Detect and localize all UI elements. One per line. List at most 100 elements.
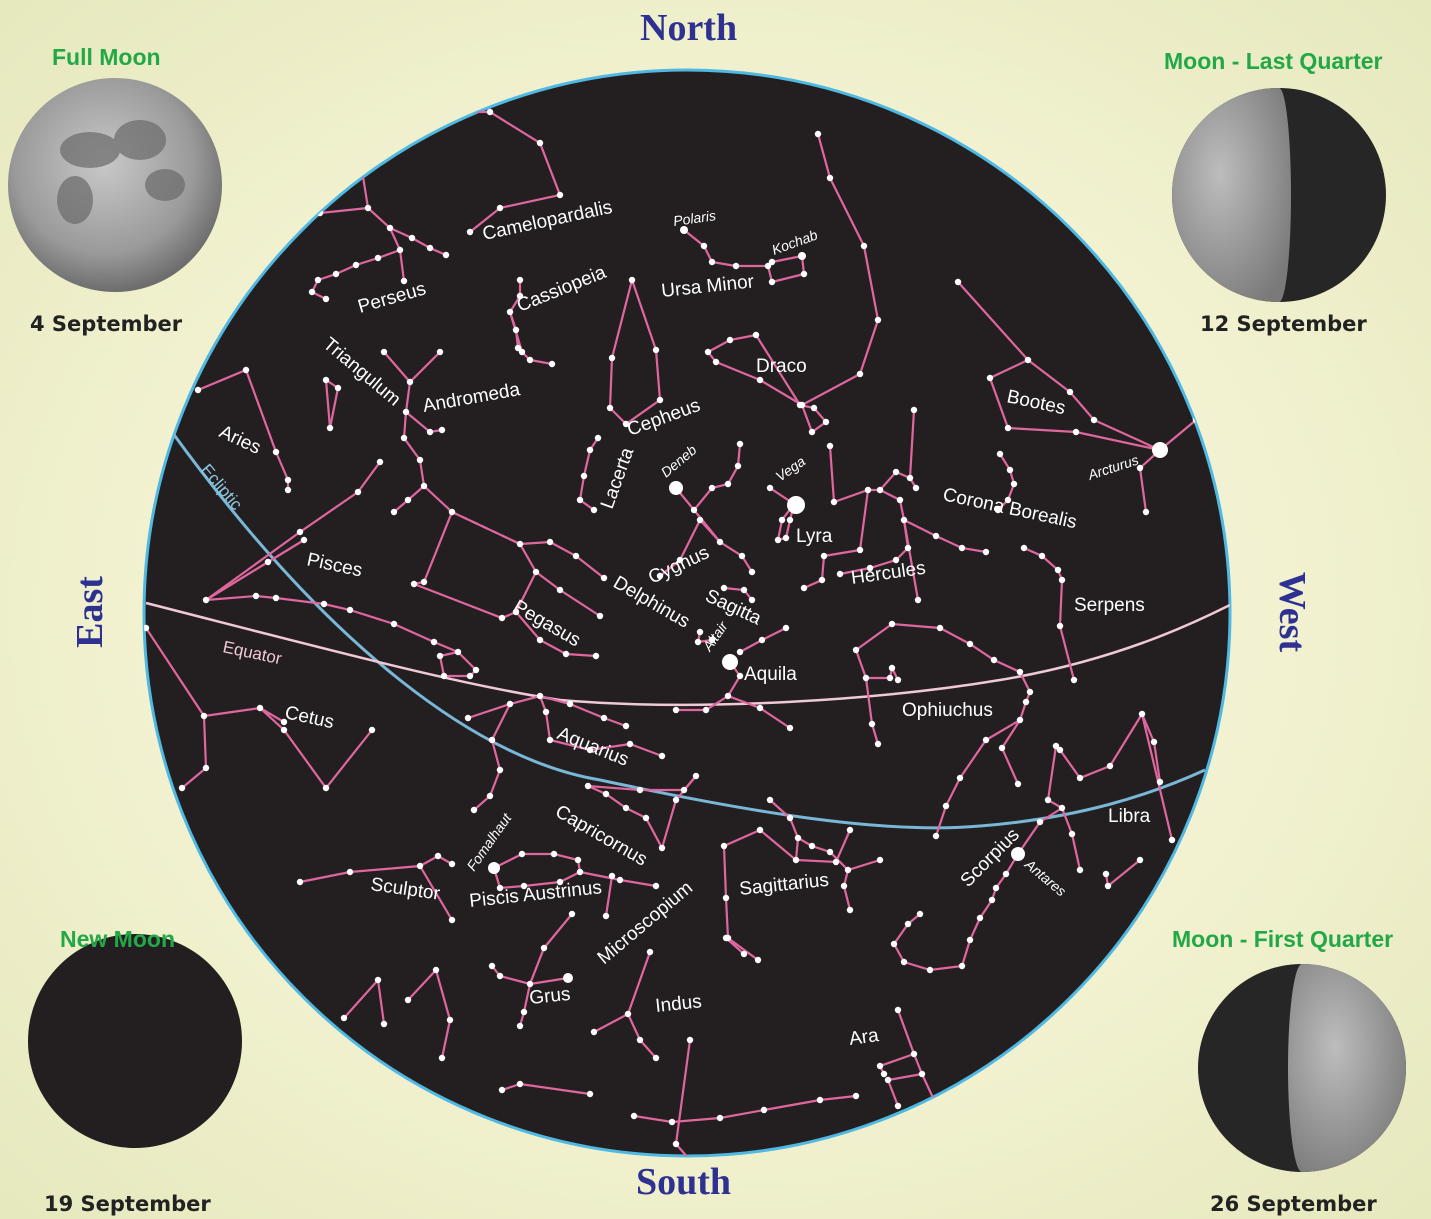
star-dot: [516, 276, 524, 284]
star-dot: [420, 482, 428, 490]
star-dot: [566, 700, 574, 708]
ecliptic-line: [170, 431, 1206, 830]
star-dot: [194, 386, 202, 394]
star-dot: [652, 1054, 660, 1062]
star-dot: [786, 814, 794, 822]
star-dot: [272, 448, 280, 456]
star-dot: [888, 664, 896, 672]
star-dot: [608, 354, 616, 362]
figure-sagittarius: [769, 799, 852, 864]
star-dot: [526, 980, 534, 988]
star-dot: [400, 277, 408, 285]
star-dot: [1104, 882, 1112, 890]
star-dot: [738, 552, 746, 560]
star-dot: [894, 1102, 902, 1110]
star-dot: [1010, 480, 1018, 488]
star-dot: [368, 726, 376, 734]
figure-hercules-2: [879, 470, 917, 491]
star-dot: [1044, 796, 1052, 804]
star-dot: [1070, 676, 1078, 684]
star-altair: [722, 654, 738, 670]
star-dot: [506, 700, 514, 708]
star-dot: [782, 534, 790, 542]
figure-capricornus-2: [587, 775, 697, 792]
star-dot: [590, 1028, 598, 1036]
star-dot: [816, 1096, 824, 1104]
star-dot: [400, 434, 408, 442]
star-dot: [608, 872, 616, 880]
star-dot: [580, 472, 588, 480]
star-dot: [374, 254, 382, 262]
star-dot: [982, 548, 990, 556]
figure-perseus-3: [389, 226, 447, 257]
star-dot: [308, 288, 316, 296]
star-dot: [756, 826, 764, 834]
label-grus: Grus: [528, 984, 571, 1009]
figure-aquarius: [467, 694, 627, 728]
star-dot: [626, 740, 634, 748]
star-dot: [322, 784, 330, 792]
star-dot: [516, 292, 524, 300]
last-quarter-title: Moon - Last Quarter: [1164, 48, 1383, 74]
star-dot: [992, 884, 1000, 892]
star-dot: [906, 474, 914, 482]
star-dot: [722, 934, 730, 942]
star-dot: [786, 724, 794, 732]
star-dot: [1052, 742, 1060, 750]
figure-pegasus-5: [515, 611, 597, 658]
star-dot: [546, 736, 554, 744]
star-dot: [892, 556, 900, 564]
star-dot: [642, 814, 650, 822]
star-dot: [572, 552, 580, 560]
star-dot: [300, 536, 308, 544]
star-dot: [722, 894, 730, 902]
star-dot: [548, 360, 556, 368]
star-dot: [986, 374, 994, 382]
star-dot: [322, 376, 330, 384]
figure-grus-3: [529, 976, 569, 986]
star-dot: [726, 336, 734, 344]
star-dot: [346, 868, 354, 876]
north-label: North: [640, 7, 738, 49]
star-dot: [1138, 710, 1146, 718]
star-dot: [606, 404, 614, 412]
figure-sagittarius-4: [722, 828, 797, 961]
star-dot: [822, 418, 830, 426]
star-dot: [364, 204, 372, 212]
star-dot: [860, 242, 868, 250]
star-dot: [416, 862, 424, 870]
star-dot: [408, 234, 416, 242]
star-dot: [900, 958, 908, 966]
star-dot: [712, 358, 720, 366]
star-dot: [856, 546, 864, 554]
figure-pegasus-2: [413, 511, 538, 620]
star-dot: [376, 458, 384, 466]
label-ophiuchus: Ophiuchus: [902, 700, 993, 721]
full-moon-date: 4 September: [30, 312, 183, 336]
star-dot: [796, 401, 804, 409]
star-dot: [864, 486, 872, 494]
star-dot: [672, 796, 680, 804]
star-dot: [708, 636, 716, 644]
star-dot: [832, 858, 840, 866]
star-dot: [958, 962, 966, 970]
star-dot: [178, 784, 186, 792]
star-dot: [1056, 746, 1064, 754]
star-dot: [998, 744, 1006, 752]
star-dot: [846, 906, 854, 914]
label-libra: Libra: [1108, 806, 1151, 827]
star-dot: [932, 532, 940, 540]
star-dot: [202, 764, 210, 772]
star-dot: [786, 516, 794, 524]
star-dot: [556, 586, 564, 594]
star-dot: [516, 1080, 524, 1088]
star-dot: [810, 404, 818, 412]
label-indus: Indus: [654, 991, 702, 1017]
last-quarter-moon-image: [1172, 88, 1386, 302]
new-moon-image: [28, 934, 242, 1148]
star-dot: [716, 538, 724, 546]
star-dot: [252, 592, 260, 600]
star-dot: [622, 722, 630, 730]
star-dot: [740, 586, 748, 594]
star-dot: [546, 538, 554, 546]
